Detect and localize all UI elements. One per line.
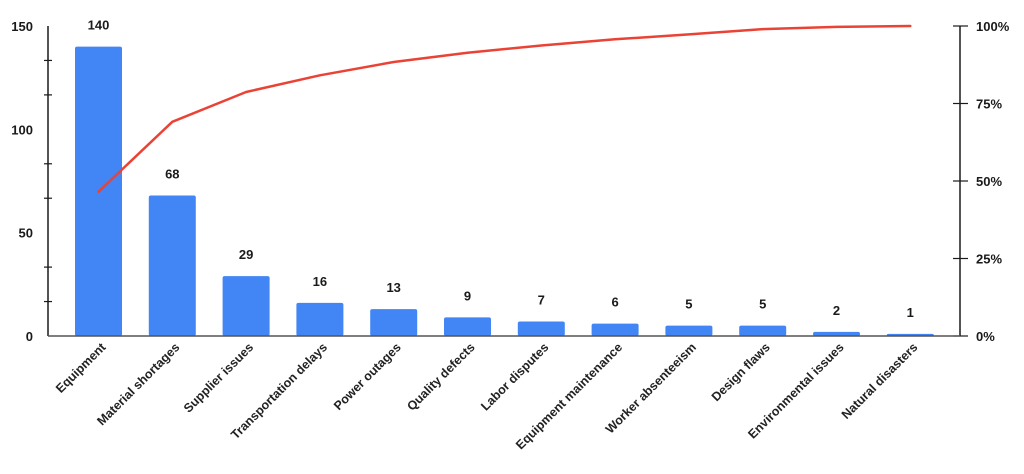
data-labels: 140 68 29 16 13 9 7 6 5 5 2 1 bbox=[88, 18, 914, 320]
right-tick-label: 100% bbox=[976, 19, 1010, 34]
bar-value-label: 68 bbox=[165, 166, 179, 181]
bar-value-label: 29 bbox=[239, 247, 253, 262]
bar-value-label: 6 bbox=[611, 295, 618, 310]
right-tick-label: 50% bbox=[976, 174, 1002, 189]
bar bbox=[517, 321, 565, 336]
category-label: Power outages bbox=[331, 340, 404, 413]
right-tick-label: 0% bbox=[976, 329, 995, 344]
bar-value-label: 13 bbox=[386, 280, 400, 295]
bar-value-label: 5 bbox=[759, 297, 766, 312]
bar bbox=[665, 325, 713, 336]
category-label: Labor disputes bbox=[478, 340, 551, 413]
left-tick-label: 150 bbox=[11, 19, 33, 34]
bar-series bbox=[75, 46, 934, 337]
bar-value-label: 140 bbox=[88, 18, 110, 33]
bar-value-label: 9 bbox=[464, 288, 471, 303]
right-y-axis: 0% 25% 50% 75% 100% bbox=[953, 19, 1010, 344]
bar-value-label: 16 bbox=[313, 274, 327, 289]
category-label: Supplier issues bbox=[181, 340, 256, 415]
cumulative-percent-line bbox=[97, 24, 912, 194]
category-label: Quality defects bbox=[404, 340, 477, 413]
bar-value-label: 5 bbox=[685, 297, 692, 312]
left-tick-label: 100 bbox=[11, 122, 33, 137]
bar bbox=[370, 309, 418, 336]
bar-value-label: 2 bbox=[833, 303, 840, 318]
bar bbox=[739, 325, 787, 336]
category-label: Design flaws bbox=[709, 340, 773, 404]
left-y-axis: 0 50 100 150 bbox=[11, 19, 52, 344]
bar bbox=[444, 317, 491, 336]
bar-value-label: 1 bbox=[907, 305, 914, 320]
bar bbox=[296, 302, 344, 336]
right-tick-label: 25% bbox=[976, 252, 1002, 267]
bar-value-label: 7 bbox=[538, 293, 545, 308]
bar bbox=[148, 195, 196, 336]
cumulative-line-series bbox=[97, 24, 912, 194]
right-tick-label: 75% bbox=[976, 97, 1002, 112]
left-tick-label: 0 bbox=[26, 329, 33, 344]
category-label: Material shortages bbox=[94, 340, 182, 428]
category-label: Natural disasters bbox=[839, 340, 921, 422]
left-tick-label: 50 bbox=[19, 226, 33, 241]
category-label: Equipment bbox=[53, 340, 109, 396]
bar bbox=[591, 323, 639, 336]
bar bbox=[813, 331, 860, 336]
bar bbox=[222, 276, 270, 336]
